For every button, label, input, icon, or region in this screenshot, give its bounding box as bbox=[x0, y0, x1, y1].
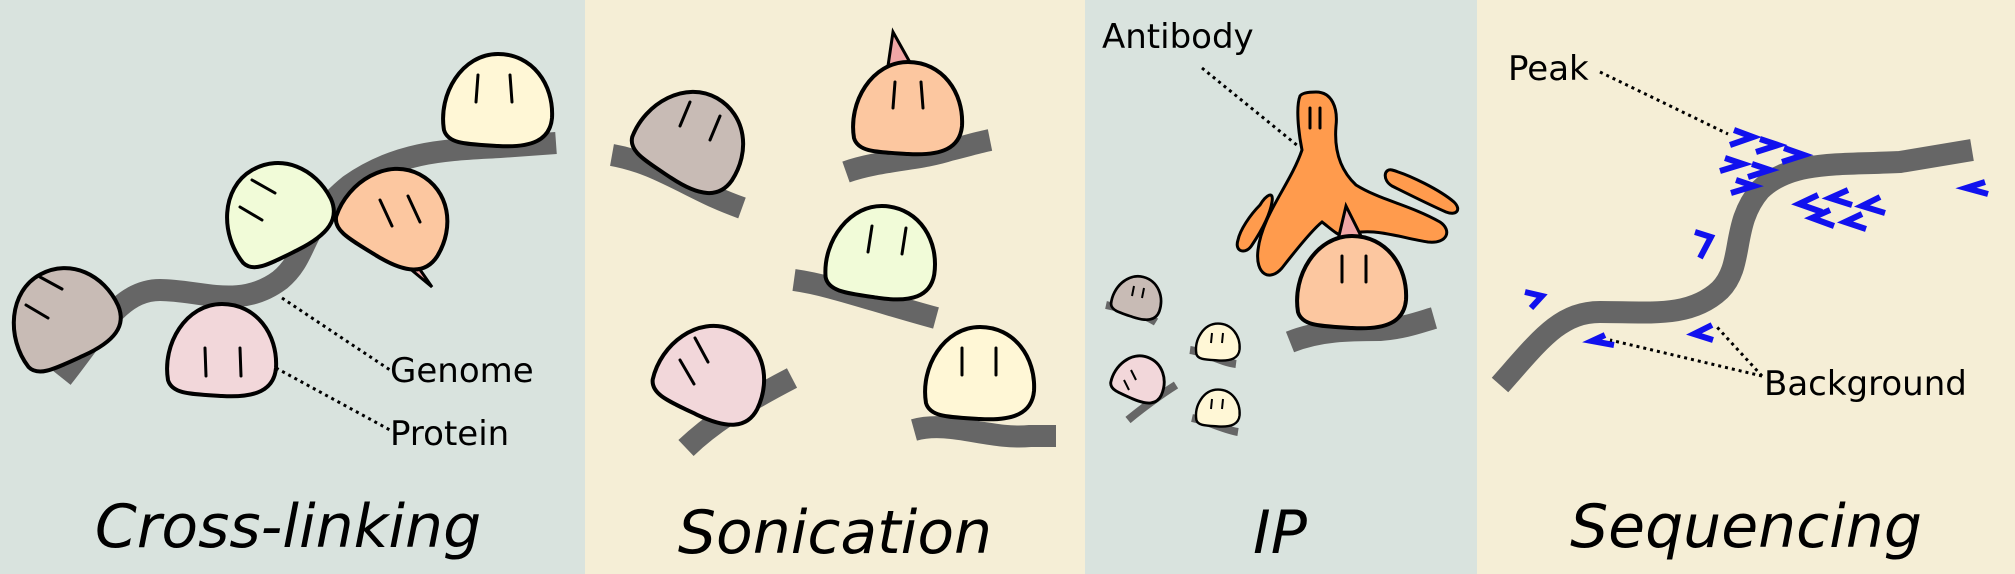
genome-fragment bbox=[1285, 307, 1438, 353]
sequencing-read-arrow bbox=[1836, 211, 1867, 232]
panel-sonication: Sonication bbox=[585, 0, 1085, 574]
protein-mark bbox=[919, 80, 925, 110]
protein-leader-line bbox=[275, 366, 391, 432]
panel-sequencing: Peak Background Sequencing bbox=[1477, 0, 2015, 574]
protein-mark bbox=[1210, 332, 1213, 344]
protein-mark bbox=[900, 226, 908, 256]
protein-mark bbox=[24, 303, 50, 320]
protein-label: Protein bbox=[390, 414, 509, 454]
panel-title: IP bbox=[1253, 498, 1308, 568]
background-leader-line bbox=[1714, 324, 1764, 378]
panel-ip: Antibody bbox=[1085, 0, 1477, 574]
protein-mark bbox=[891, 80, 897, 110]
sequencing-read-arrow bbox=[1582, 332, 1615, 348]
protein-mark bbox=[866, 224, 874, 254]
protein-mark bbox=[678, 358, 696, 386]
sequencing-read-arrow bbox=[1719, 155, 1753, 174]
genome-strand bbox=[53, 132, 557, 385]
sequencing-read-arrow bbox=[1686, 322, 1714, 343]
background-leader-line bbox=[1609, 338, 1763, 378]
sequencing-read-arrow bbox=[1524, 289, 1548, 311]
protein-mark bbox=[1131, 285, 1135, 297]
sequencing-read-arrow bbox=[1791, 192, 1823, 215]
sequencing-read-arrow bbox=[1730, 177, 1764, 196]
antibody-shape bbox=[1235, 90, 1460, 277]
protein-mark bbox=[1141, 287, 1145, 299]
peak-label: Peak bbox=[1508, 49, 1589, 89]
protein-mark bbox=[203, 346, 208, 378]
panel-title: Cross-linking bbox=[95, 492, 481, 562]
panel-crosslinking: Genome Protein Cross-linking bbox=[0, 0, 585, 574]
protein-mark bbox=[250, 178, 277, 195]
panel-title: Sonication bbox=[678, 498, 992, 568]
peak-leader-line bbox=[1599, 70, 1729, 136]
protein-mark bbox=[1210, 398, 1213, 410]
sequencing-read-arrow bbox=[1694, 229, 1716, 260]
antibody-label: Antibody bbox=[1102, 17, 1254, 57]
protein-mark bbox=[238, 346, 243, 378]
sequencing-read-arrow bbox=[1781, 145, 1814, 165]
protein-mark bbox=[1130, 369, 1137, 381]
panel-background bbox=[1477, 0, 2015, 574]
background-label: Background bbox=[1764, 364, 1967, 404]
sequencing-read-arrow bbox=[1747, 161, 1780, 180]
genome-strand bbox=[1491, 139, 1974, 393]
sequencing-read-arrow bbox=[1853, 194, 1886, 216]
protein-mark bbox=[238, 205, 264, 222]
protein-mark bbox=[378, 198, 394, 228]
genome-leader-line bbox=[281, 296, 391, 372]
protein-mark bbox=[708, 114, 722, 142]
sequencing-read-arrow bbox=[1955, 179, 1989, 197]
sequencing-read-arrow bbox=[1755, 136, 1788, 155]
protein-mark bbox=[1221, 398, 1224, 410]
protein-mark bbox=[678, 100, 692, 128]
protein-mark bbox=[508, 73, 514, 104]
sequencing-read-arrow bbox=[1803, 207, 1836, 229]
protein-mark bbox=[38, 275, 64, 291]
genome-label: Genome bbox=[390, 351, 534, 391]
protein-mark bbox=[693, 336, 710, 364]
genome-fragment bbox=[911, 416, 1056, 448]
protein-mark bbox=[1221, 332, 1224, 344]
sequencing-read-arrow bbox=[1729, 127, 1762, 148]
protein-mark bbox=[474, 73, 480, 104]
protein-mark bbox=[1123, 379, 1130, 391]
sequencing-read-arrow bbox=[1821, 187, 1853, 208]
panel-title: Sequencing bbox=[1570, 492, 1922, 562]
protein-mark bbox=[406, 194, 422, 224]
